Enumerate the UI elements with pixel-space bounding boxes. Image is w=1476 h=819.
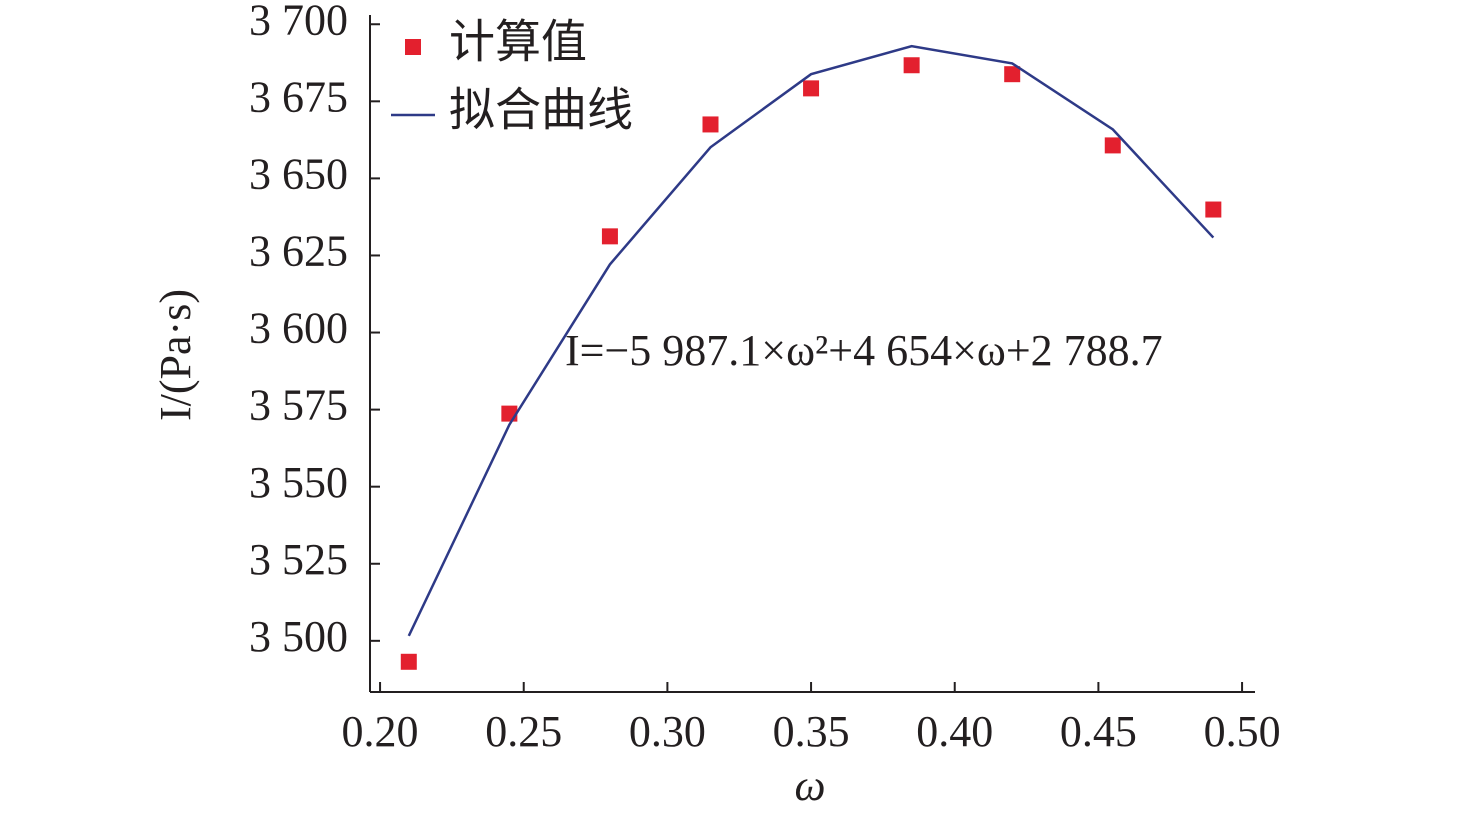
y-tick-label: 3 600	[249, 304, 348, 353]
legend-label: 拟合曲线	[449, 85, 633, 136]
x-tick-label: 0.40	[916, 707, 993, 756]
y-tick-label: 3 650	[249, 149, 348, 198]
data-point	[1205, 201, 1222, 218]
data-point	[400, 653, 417, 670]
y-tick-label: 3 550	[249, 458, 348, 507]
data-point	[702, 116, 719, 133]
x-tick-label: 0.30	[629, 707, 706, 756]
y-tick-label: 3 625	[249, 227, 348, 276]
legend-label: 计算值	[449, 17, 587, 68]
y-tick-label: 3 675	[249, 72, 348, 121]
x-tick-label: 0.50	[1204, 707, 1281, 756]
x-tick-label: 0.45	[1060, 707, 1137, 756]
fit-line	[407, 44, 1215, 637]
y-axis-label: I/(Pa·s)	[151, 289, 200, 421]
y-tick-label: 3 500	[249, 612, 348, 661]
x-tick-label: 0.25	[485, 707, 562, 756]
x-tick-label: 0.20	[342, 707, 419, 756]
y-tick-label: 3 575	[249, 381, 348, 430]
x-axis-label: ω	[794, 761, 825, 810]
data-point	[601, 228, 618, 245]
data-point	[1004, 66, 1021, 83]
equation-annotation: I=−5 987.1×ω²+4 654×ω+2 788.7	[565, 326, 1163, 375]
x-tick-label: 0.35	[773, 707, 850, 756]
y-tick-label: 3 700	[249, 0, 348, 44]
data-point	[803, 80, 820, 97]
data-point	[1104, 137, 1121, 154]
data-point	[903, 57, 920, 74]
y-tick-label: 3 525	[249, 535, 348, 584]
legend-marker	[405, 39, 421, 55]
